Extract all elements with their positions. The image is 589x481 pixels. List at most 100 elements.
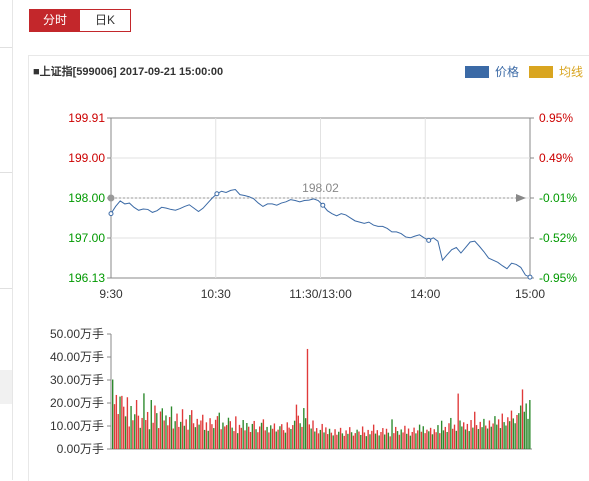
volume-bar: [521, 389, 524, 449]
volume-bar: [249, 431, 252, 449]
volume-bar: [194, 427, 197, 449]
volume-bar: [299, 423, 301, 449]
volume-bar: [200, 420, 202, 449]
price-point-marker: [527, 274, 533, 280]
volume-bar: [466, 423, 469, 449]
volume-bar: [310, 428, 312, 449]
volume-bar: [282, 430, 285, 449]
volume-bar: [385, 428, 388, 449]
volume-bar: [490, 426, 492, 449]
volume-bar: [485, 425, 487, 449]
volume-bar: [422, 426, 424, 449]
volume-bar: [315, 428, 318, 449]
volume-bar: [378, 435, 380, 449]
volume-bar: [356, 429, 358, 449]
volume-bar: [442, 430, 445, 449]
volume-bar: [168, 417, 171, 449]
volume-bar: [477, 428, 480, 449]
volume-bar: [435, 432, 437, 449]
volume-bar: [457, 393, 459, 449]
volume-bar: [268, 432, 270, 449]
volume-bar: [229, 421, 231, 449]
volume-bar: [527, 418, 529, 449]
volume-bar: [119, 396, 121, 449]
volume-bar: [279, 426, 281, 449]
tab-intraday[interactable]: 分时: [30, 10, 80, 31]
volume-bar: [472, 427, 474, 449]
volume-bar: [514, 423, 516, 449]
volume-bar: [433, 429, 435, 449]
price-tick-label: 198.00: [68, 191, 105, 205]
volume-bar: [393, 433, 395, 449]
volume-bar: [338, 431, 340, 449]
volume-bar: [354, 433, 356, 449]
volume-bar: [404, 425, 406, 449]
time-tick-label: 11:30/13:00: [289, 287, 352, 301]
volume-bar: [303, 408, 305, 449]
tab-daily-k[interactable]: 日K: [80, 10, 130, 31]
volume-bar: [181, 409, 184, 449]
volume-bar: [159, 411, 162, 449]
volume-bar: [247, 426, 250, 449]
volume-bar: [317, 433, 320, 449]
volume-bar: [406, 433, 408, 449]
volume-bar: [321, 423, 323, 449]
volume-tick-label: 10.00万手: [50, 419, 104, 433]
volume-bar: [420, 431, 423, 449]
volume-bar: [494, 416, 496, 449]
volume-bar: [139, 427, 141, 449]
volume-bar: [409, 435, 412, 449]
volume-bar: [470, 420, 472, 449]
volume-bar: [407, 428, 410, 449]
volume-bar: [327, 434, 329, 449]
volume-bar: [163, 420, 165, 449]
volume-bar: [146, 411, 149, 449]
price-point-marker: [214, 191, 220, 197]
volume-bar: [253, 420, 255, 449]
volume-bar: [220, 429, 222, 449]
volume-bar: [417, 430, 419, 449]
volume-bar: [475, 425, 478, 449]
volume-bar: [235, 416, 237, 449]
volume-bar: [214, 419, 217, 449]
volume-bar: [371, 430, 373, 449]
volume-bar: [424, 433, 426, 449]
volume-bar: [525, 403, 527, 449]
volume-bar: [126, 397, 129, 449]
volume-bar: [319, 429, 322, 449]
volume-bar: [187, 429, 189, 449]
volume-bar: [161, 408, 163, 449]
volume-bar: [259, 426, 261, 449]
volume-bar: [507, 417, 509, 449]
volume-bar: [516, 414, 518, 449]
volume-bar: [497, 419, 500, 449]
volume-bar: [176, 413, 178, 449]
volume-bar: [439, 433, 441, 449]
volume-bar: [145, 420, 147, 449]
volume-bar: [216, 416, 219, 449]
volume-bar: [479, 421, 481, 449]
volume-bar: [134, 414, 136, 449]
volume-bar: [345, 430, 347, 449]
volume-bar: [154, 405, 156, 449]
volume-bar: [115, 394, 118, 449]
volume-bar: [402, 432, 404, 449]
volume-bar: [347, 433, 349, 449]
price-tick-label: 197.00: [68, 231, 105, 245]
volume-bar: [503, 422, 505, 449]
volume-bar: [483, 418, 485, 449]
volume-bar: [209, 418, 211, 449]
volume-bar: [492, 423, 494, 449]
volume-bar: [389, 436, 391, 449]
volume-bar: [271, 428, 274, 449]
reference-dot: [107, 194, 115, 202]
volume-bar: [167, 425, 169, 449]
time-tick-label: 10:30: [201, 287, 231, 301]
volume-bar: [336, 434, 338, 449]
volume-bar: [277, 429, 279, 449]
volume-bar: [510, 410, 513, 449]
pct-tick-label: 0.49%: [539, 151, 573, 165]
volume-bar: [205, 422, 208, 449]
volume-bar: [112, 379, 114, 449]
